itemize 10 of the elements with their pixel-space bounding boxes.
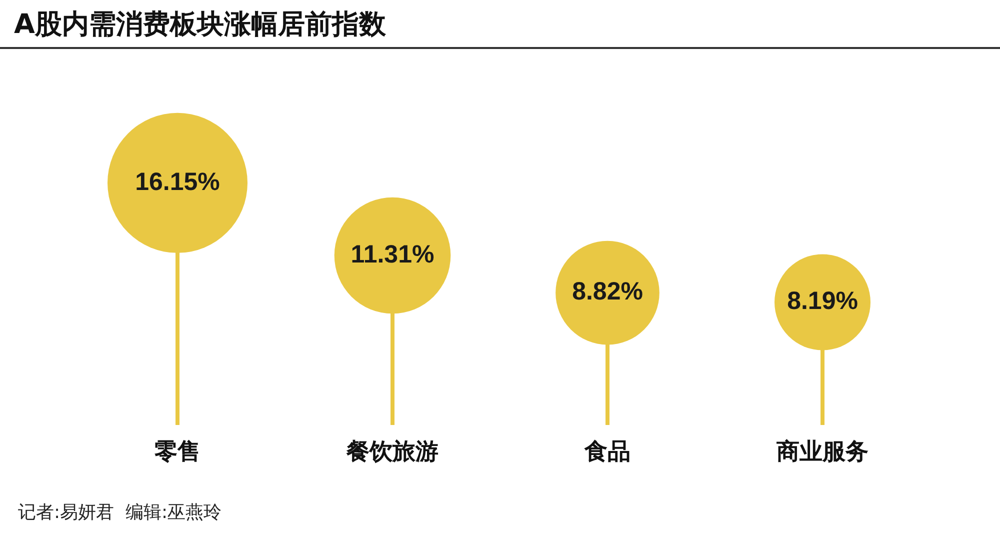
x-tick-label: 零售	[154, 438, 200, 465]
data-label: 8.82%	[572, 278, 643, 306]
data-label: 11.31%	[350, 240, 434, 268]
data-label: 16.15%	[135, 168, 220, 196]
x-tick-label: 商业服务	[776, 438, 868, 465]
x-tick-label: 食品	[584, 438, 630, 465]
text: 记者:易妍君 编辑:巫燕玲	[18, 501, 222, 524]
data-label: 8.19%	[787, 287, 858, 316]
chart-title: A股内需消费板块涨幅居前指数	[14, 8, 386, 42]
x-tick-label: 餐饮旅游	[346, 438, 438, 465]
